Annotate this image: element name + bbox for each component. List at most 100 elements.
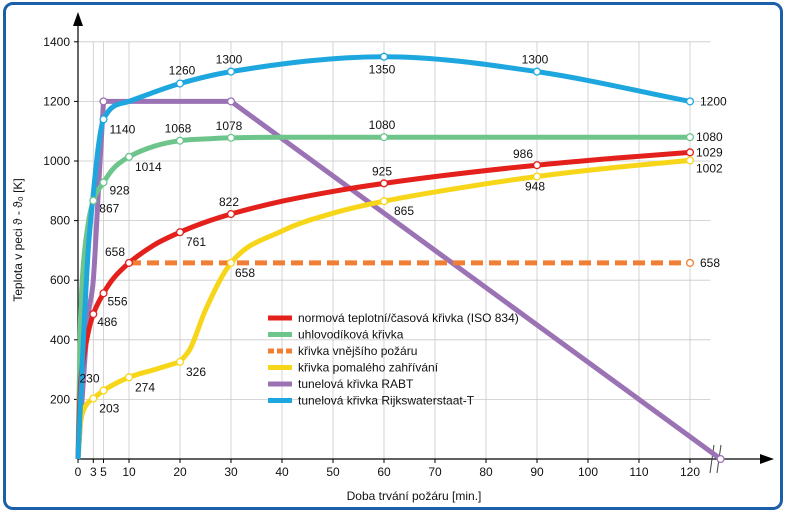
data-label: 1350 [369,63,396,77]
series-1-point [124,152,134,161]
series-4-point [716,454,725,464]
y-tick-label: 1200 [43,94,70,108]
data-label: 1140 [110,122,136,136]
series-5-point [685,97,695,106]
x-tick-label: 70 [428,465,442,479]
series-0-point [124,258,134,267]
data-label: 658 [235,266,255,280]
plot-area [78,41,711,460]
series-3-point [89,394,98,403]
y-tick-label: 200 [50,392,70,406]
series-3-line [75,157,691,460]
data-label: 761 [186,235,206,249]
series-3-point [226,258,236,267]
data-label: 1068 [165,122,192,136]
x-tick-label: 60 [377,465,391,479]
x-tick-label: 5 [100,465,107,479]
series-5-point [99,115,108,124]
series-2-point [685,258,695,267]
data-label: 1029 [696,145,723,159]
series-0-point [685,148,695,157]
x-tick-label: 80 [479,465,493,479]
series-1-point [99,178,108,187]
x-tick-label: 90 [530,465,544,479]
series-5-point [226,67,236,76]
series-3-point [379,197,389,206]
series-5-point [175,79,185,88]
series-0-point [89,310,98,319]
data-label: 928 [110,183,130,197]
y-tick-label: 400 [50,333,70,347]
data-label: 865 [394,204,414,218]
series-0-point [532,161,542,170]
data-label: 867 [99,202,119,216]
data-label: 556 [108,294,128,308]
legend-entry: normová teplotní/časová křivka (ISO 834) [298,311,519,325]
data-label: 274 [135,380,155,394]
series-1-point [685,133,695,142]
x-tick-label: 20 [173,465,187,479]
x-axis-label: Doba trvání požáru [min.] [347,489,482,503]
data-label: 1260 [169,64,196,78]
data-label: 1078 [216,119,243,133]
data-label: 925 [372,164,392,178]
data-label: 1080 [369,118,396,132]
data-label: 1300 [522,53,549,67]
series-0-point [99,289,108,298]
series-3-point [175,357,185,366]
x-tick-label: 40 [275,465,289,479]
series-4-point [226,97,236,106]
y-tick-label: 1400 [43,35,70,49]
data-label: 203 [99,402,119,416]
data-label: 658 [105,245,125,259]
y-tick-label: 1000 [43,154,70,168]
x-tick-label: 110 [629,465,648,479]
series-1-point [379,133,389,142]
legend-entry: tunelová křivka RABT [298,377,414,391]
data-label: 986 [513,147,533,161]
x-tick-label: 3 [90,465,97,479]
data-label: 1200 [700,94,727,108]
series-3-point [532,172,542,181]
data-label: 822 [219,195,239,209]
x-axis-arrow [760,454,774,464]
y-tick-label: 600 [50,273,70,287]
x-tick-label: 100 [578,465,598,479]
data-label: 948 [525,179,545,193]
series-3-point [685,156,695,165]
data-label: 1014 [135,160,162,174]
axis-break-mark [709,444,715,474]
series-1-point [175,136,185,145]
legend-entry: křivka vnějšího požáru [298,344,417,358]
x-tick-label: 30 [224,465,238,479]
data-label: 1002 [696,161,723,175]
series-0-point [379,179,389,188]
series-3-point [99,386,108,395]
series-0-point [226,209,236,219]
data-label: 230 [79,371,99,385]
x-tick-label: 0 [75,465,82,479]
series-1-point [89,196,98,205]
y-tick-label: 800 [50,214,70,228]
series-1-point [226,133,236,142]
y-axis-arrow [73,12,83,26]
x-tick-label: 120 [680,465,700,479]
legend-entry: křivka pomalého zahřívání [298,361,439,375]
data-label: 1080 [696,130,723,144]
x-tick-label: 50 [326,465,340,479]
series-1-line [75,134,690,460]
series-3-point [124,373,134,382]
series-5-point [379,52,389,61]
x-tick-label: 10 [122,465,136,479]
data-label: 1300 [216,53,243,67]
legend-entry: uhlovodíková křivka [298,328,404,342]
data-label: 486 [97,315,117,329]
series-5-line [75,54,691,460]
series-5-point [532,67,542,76]
data-label: 326 [186,365,206,379]
data-label: 658 [700,256,720,270]
series-4-point [99,97,108,106]
legend-entry: tunelová křivka Rijkswaterstaat-T [298,394,475,408]
y-axis-label: Teplota v peci ϑ - ϑ₀ [K] [11,178,25,302]
